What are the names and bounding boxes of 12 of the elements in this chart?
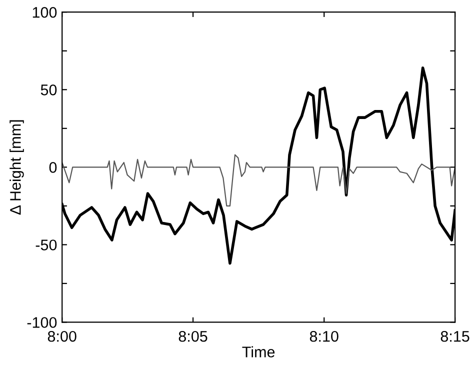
- y-tick-label: -100: [27, 317, 57, 328]
- x-tick-label: 8:05: [178, 330, 208, 342]
- y-tick-label: 0: [49, 162, 57, 173]
- x-tick-label: 8:00: [48, 330, 76, 342]
- x-axis-title: Time: [242, 346, 275, 358]
- y-tick-label: 100: [32, 6, 57, 18]
- line-series: [62, 154, 456, 206]
- y-axis-title: Δ Height [mm]: [10, 120, 24, 215]
- y-tick-label: 50: [40, 84, 57, 96]
- y-tick-label: -50: [36, 240, 57, 250]
- x-tick-label: 8:10: [310, 330, 338, 342]
- x-tick-label: 8:15: [440, 330, 470, 342]
